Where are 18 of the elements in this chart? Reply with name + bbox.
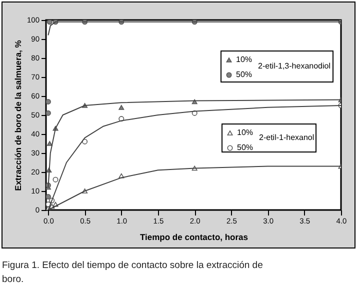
point [52, 176, 58, 182]
legend-label: 50% [236, 70, 252, 79]
annotation: 2-etil-1,3-hexanodiol [258, 62, 331, 70]
point [46, 202, 51, 208]
point [118, 104, 124, 110]
point [46, 20, 52, 25]
annotation: 2-etil-1-hexanol [259, 133, 314, 142]
y-axis-title: Extracción de boro de la salmuera, % [12, 40, 23, 191]
point [46, 110, 51, 116]
point [46, 141, 52, 146]
text: Figura 1. Efecto del tiempo de contacto sobre la extracción de boro. [2, 260, 263, 285]
x-axis-title: Tiempo de contacto, horas [140, 232, 248, 242]
point [46, 98, 51, 104]
legend-label: 10% [236, 55, 252, 64]
point [46, 194, 51, 200]
legend-label: 50% [237, 143, 254, 152]
point [82, 138, 88, 144]
legend-label: 10% [237, 128, 254, 137]
